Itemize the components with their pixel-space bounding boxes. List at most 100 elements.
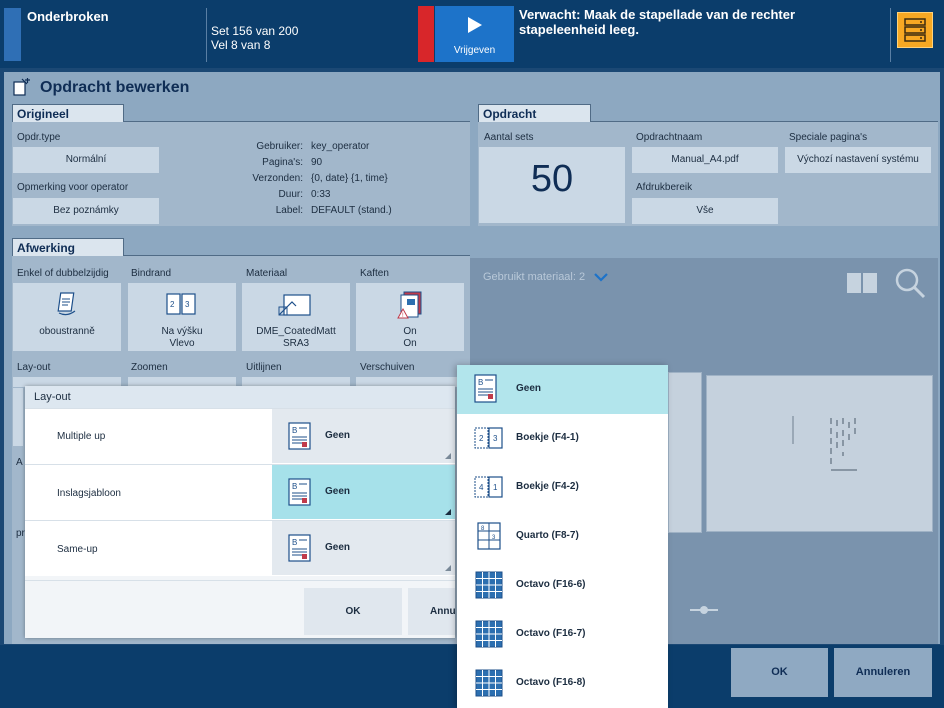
tile-label: Materiaal: [246, 268, 288, 279]
dialog-ok-button[interactable]: OK: [304, 588, 402, 635]
option-label: Octavo (F16-8): [516, 677, 586, 688]
info-row: Duur: 0:33: [207, 189, 392, 205]
job-name-field[interactable]: Manual_A4.pdf: [632, 147, 778, 173]
octavo-icon: [475, 620, 503, 648]
special-pages-field[interactable]: Výchozí nastavení systému: [785, 147, 931, 173]
progress-info: Set 156 van 200 Vel 8 van 8: [211, 24, 298, 52]
align-tile[interactable]: [242, 377, 350, 387]
svg-text:3: 3: [493, 434, 498, 443]
svg-text:B: B: [292, 482, 297, 491]
magnifier-icon[interactable]: [893, 266, 927, 300]
same-up-value: Geen: [325, 542, 351, 553]
page-title: Opdracht bewerken: [40, 79, 190, 96]
layout-tile[interactable]: [13, 377, 121, 387]
job-name-label: Opdrachtnaam: [636, 132, 703, 143]
job-type-field[interactable]: Normální: [13, 147, 159, 173]
dropdown-option[interactable]: Octavo (F16-6): [457, 561, 668, 610]
dialog-divider: [25, 580, 455, 581]
cancel-button[interactable]: Annuleren: [834, 648, 932, 697]
dropdown-option[interactable]: B Geen: [457, 365, 668, 414]
dropdown-option[interactable]: 4 1 Boekje (F4-2): [457, 463, 668, 512]
duplex-tile[interactable]: oboustranně: [13, 283, 121, 351]
job-state: Onderbroken: [27, 9, 109, 24]
option-label: Geen: [516, 383, 542, 394]
dropdown-option[interactable]: Octavo (F16-7): [457, 610, 668, 659]
dropdown-option[interactable]: 8 3 Quarto (F8-7): [457, 512, 668, 561]
svg-text:4: 4: [479, 483, 484, 492]
media-tile[interactable]: DME_CoatedMatt SRA3: [242, 283, 350, 351]
media-value: DME_CoatedMatt SRA3: [242, 326, 350, 350]
binding-edge-value: Na výšku Vlevo: [128, 326, 236, 350]
status-message: Verwacht: Maak de stapellade van de rech…: [519, 7, 796, 37]
release-label: Vrijgeven: [453, 45, 496, 56]
operator-note-field[interactable]: Bez poznámky: [13, 198, 159, 224]
imposition-select[interactable]: B Geen: [272, 465, 455, 519]
svg-text:1: 1: [493, 483, 498, 492]
info-key: Verzonden:: [252, 173, 303, 184]
booklet-icon: 4 1: [474, 476, 503, 498]
used-material-label: Gebruikt materiaal: 2: [483, 271, 586, 283]
page-thumbnail-right[interactable]: [706, 375, 933, 532]
tile-label: Bindrand: [131, 268, 172, 279]
book-view-icon[interactable]: [846, 272, 878, 294]
svg-text:8: 8: [481, 526, 485, 532]
tab-afwerking[interactable]: Afwerking: [12, 238, 124, 256]
tab-origineel[interactable]: Origineel: [12, 104, 124, 122]
front-cover-state: On: [403, 326, 417, 337]
alert-marker: [418, 6, 434, 62]
job-info: Gebruiker: key_operator Pagina's: 90 Ver…: [207, 141, 392, 221]
shift-tile[interactable]: [356, 377, 464, 387]
release-button[interactable]: Vrijgeven: [435, 6, 514, 62]
used-material-selector[interactable]: Gebruikt materiaal: 2: [483, 271, 608, 283]
quarto-icon: 8 3: [477, 522, 501, 550]
imposition-value: Geen: [325, 486, 351, 497]
info-value: key_operator: [311, 141, 370, 152]
same-up-select[interactable]: B Geen: [272, 521, 455, 575]
svg-text:B: B: [292, 538, 297, 547]
tile-label: Zoomen: [131, 362, 168, 373]
zoom-tile[interactable]: [128, 377, 236, 387]
sets-field[interactable]: 50: [479, 147, 625, 223]
chevron-down-icon: [594, 273, 608, 282]
divider: [890, 8, 891, 62]
info-key: Pagina's:: [262, 157, 303, 168]
option-label: Boekje (F4-1): [516, 432, 579, 443]
dialog-cancel-button[interactable]: Annu: [408, 588, 455, 635]
dropdown-corner-icon: [445, 453, 451, 459]
sets-label: Aantal sets: [484, 132, 534, 143]
tile-label: Kaften: [360, 268, 389, 279]
svg-text:B: B: [478, 378, 483, 387]
info-key: Gebruiker:: [256, 141, 303, 152]
divider: [206, 8, 207, 62]
dropdown-option[interactable]: Octavo (F16-8): [457, 659, 668, 708]
page-content-preview: [792, 416, 857, 471]
partial-label: A: [16, 457, 23, 468]
multiple-up-select[interactable]: B Geen: [272, 409, 455, 463]
binding-orientation: Na výšku: [161, 326, 203, 337]
slider-handle-icon[interactable]: [688, 604, 720, 616]
dropdown-option[interactable]: 2 3 Boekje (F4-1): [457, 414, 668, 463]
svg-text:!: !: [402, 313, 404, 319]
back-cover-state: On: [403, 338, 417, 349]
sets-value: 50: [530, 158, 574, 200]
ok-button[interactable]: OK: [731, 648, 828, 697]
covers-tile[interactable]: ! On On: [356, 283, 464, 351]
stacker-button[interactable]: [897, 12, 933, 48]
covers-value: On On: [356, 326, 464, 350]
booklet-icon: 2 3: [474, 427, 503, 449]
print-range-field[interactable]: Vše: [632, 198, 778, 224]
dialog-title: Lay-out: [34, 391, 71, 403]
sheet-progress: Vel 8 van 8: [211, 38, 271, 52]
tile-label: Lay-out: [17, 362, 51, 373]
option-label: Quarto (F8-7): [516, 530, 579, 541]
tab-opdracht[interactable]: Opdracht: [478, 104, 591, 122]
set-progress: Set 156 van 200: [211, 24, 299, 38]
print-range-label: Afdrukbereik: [636, 182, 693, 193]
page-thumbnail-left[interactable]: [668, 372, 702, 533]
option-label: Octavo (F16-7): [516, 628, 586, 639]
binding-edge-tile[interactable]: 2 3 Na výšku Vlevo: [128, 283, 236, 351]
dialog-header: [25, 386, 455, 408]
info-value: DEFAULT (stand.): [311, 205, 392, 216]
same-up-label: Same-up: [57, 544, 98, 555]
svg-text:3: 3: [185, 300, 190, 309]
